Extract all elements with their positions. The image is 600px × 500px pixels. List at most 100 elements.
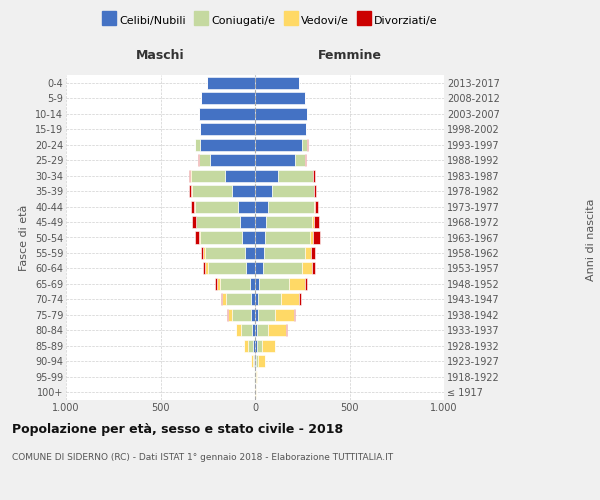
Bar bbox=[286, 324, 287, 336]
Bar bbox=[191, 185, 232, 197]
Bar bbox=[232, 185, 255, 197]
Bar bbox=[256, 371, 257, 383]
Bar bbox=[265, 232, 310, 243]
Bar bbox=[191, 200, 194, 212]
Bar bbox=[255, 154, 295, 166]
Bar bbox=[294, 309, 295, 321]
Bar bbox=[258, 356, 265, 368]
Bar bbox=[251, 356, 253, 368]
Text: Femmine: Femmine bbox=[317, 50, 382, 62]
Bar bbox=[222, 294, 226, 306]
Bar bbox=[199, 108, 255, 120]
Bar bbox=[228, 309, 232, 321]
Bar bbox=[250, 278, 255, 290]
Bar bbox=[263, 247, 305, 259]
Bar bbox=[255, 185, 272, 197]
Bar bbox=[255, 324, 257, 336]
Text: Maschi: Maschi bbox=[136, 50, 185, 62]
Bar bbox=[255, 76, 299, 89]
Bar bbox=[255, 247, 263, 259]
Bar bbox=[232, 309, 251, 321]
Bar bbox=[255, 170, 278, 181]
Bar bbox=[215, 278, 217, 290]
Bar bbox=[289, 278, 305, 290]
Bar bbox=[278, 170, 313, 181]
Bar bbox=[200, 123, 255, 135]
Bar bbox=[252, 324, 255, 336]
Bar bbox=[245, 247, 255, 259]
Bar bbox=[227, 309, 228, 321]
Bar bbox=[200, 247, 203, 259]
Bar bbox=[199, 154, 209, 166]
Bar bbox=[272, 185, 314, 197]
Bar bbox=[209, 154, 255, 166]
Bar bbox=[255, 216, 266, 228]
Bar bbox=[194, 200, 238, 212]
Bar bbox=[242, 232, 255, 243]
Bar bbox=[200, 232, 242, 243]
Bar bbox=[226, 294, 251, 306]
Bar bbox=[314, 216, 319, 228]
Bar bbox=[205, 247, 245, 259]
Bar bbox=[241, 324, 252, 336]
Bar bbox=[259, 278, 289, 290]
Bar bbox=[253, 356, 254, 368]
Bar bbox=[225, 170, 255, 181]
Bar bbox=[255, 92, 305, 104]
Bar bbox=[255, 200, 268, 212]
Bar bbox=[245, 262, 255, 274]
Bar bbox=[208, 262, 245, 274]
Bar bbox=[295, 154, 305, 166]
Bar bbox=[200, 138, 255, 150]
Bar bbox=[314, 185, 316, 197]
Bar bbox=[255, 138, 302, 150]
Bar bbox=[311, 247, 316, 259]
Bar bbox=[255, 108, 307, 120]
Bar bbox=[248, 340, 253, 352]
Bar bbox=[196, 232, 199, 243]
Bar bbox=[257, 340, 262, 352]
Bar bbox=[251, 309, 255, 321]
Bar bbox=[220, 278, 250, 290]
Bar bbox=[255, 232, 265, 243]
Bar bbox=[255, 356, 256, 368]
Bar bbox=[191, 170, 225, 181]
Bar bbox=[193, 216, 196, 228]
Bar bbox=[255, 123, 306, 135]
Bar bbox=[313, 170, 315, 181]
Bar bbox=[302, 138, 307, 150]
Bar bbox=[196, 138, 200, 150]
Bar bbox=[299, 294, 301, 306]
Bar bbox=[257, 324, 268, 336]
Text: Popolazione per età, sesso e stato civile - 2018: Popolazione per età, sesso e stato civil… bbox=[12, 422, 343, 436]
Bar bbox=[254, 356, 255, 368]
Bar bbox=[263, 262, 302, 274]
Legend: Celibi/Nubili, Coniugati/e, Vedovi/e, Divorziati/e: Celibi/Nubili, Coniugati/e, Vedovi/e, Di… bbox=[98, 10, 442, 30]
Bar bbox=[268, 324, 286, 336]
Bar bbox=[313, 232, 320, 243]
Bar bbox=[314, 200, 318, 212]
Bar bbox=[203, 262, 205, 274]
Bar bbox=[189, 170, 190, 181]
Bar bbox=[217, 278, 220, 290]
Bar bbox=[244, 340, 248, 352]
Bar bbox=[255, 278, 259, 290]
Bar bbox=[251, 294, 255, 306]
Bar bbox=[255, 309, 258, 321]
Bar bbox=[236, 324, 241, 336]
Bar bbox=[207, 76, 255, 89]
Bar bbox=[203, 247, 205, 259]
Bar bbox=[258, 309, 275, 321]
Bar bbox=[238, 200, 255, 212]
Bar bbox=[255, 340, 257, 352]
Bar bbox=[281, 294, 299, 306]
Bar bbox=[275, 309, 294, 321]
Bar bbox=[259, 294, 281, 306]
Bar bbox=[312, 262, 315, 274]
Bar bbox=[305, 247, 311, 259]
Text: COMUNE DI SIDERNO (RC) - Dati ISTAT 1° gennaio 2018 - Elaborazione TUTTITALIA.IT: COMUNE DI SIDERNO (RC) - Dati ISTAT 1° g… bbox=[12, 452, 393, 462]
Text: Anni di nascita: Anni di nascita bbox=[586, 198, 596, 281]
Bar bbox=[262, 340, 275, 352]
Bar bbox=[302, 262, 312, 274]
Bar bbox=[205, 262, 208, 274]
